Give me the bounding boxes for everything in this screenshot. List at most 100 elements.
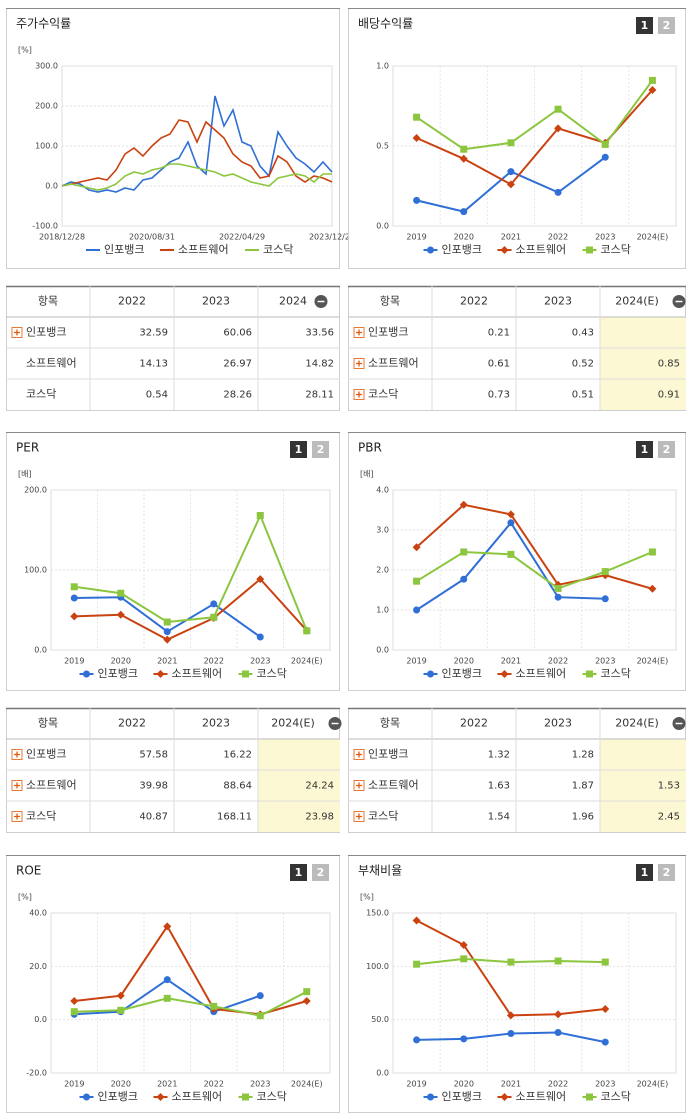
x-tick-label: 2021 — [501, 1080, 521, 1089]
page-button-label[interactable]: 2 — [663, 443, 671, 456]
table: 항목 2022 2023 2024 인포뱅크 32.59 60.06 33.56 소프트웨어 14… — [6, 285, 340, 411]
header-cell: 항목 — [38, 295, 58, 308]
value-cell: 0.91 — [658, 390, 680, 401]
legend-label: 인포뱅크 — [442, 1090, 482, 1103]
legend-label: 코스닥 — [601, 667, 631, 680]
series-line — [61, 163, 332, 191]
page-button[interactable] — [636, 441, 653, 458]
point — [601, 140, 609, 148]
point — [507, 168, 515, 176]
page-button[interactable] — [290, 441, 307, 458]
page-button[interactable] — [312, 441, 329, 458]
table: 항목 2022 2023 2024(E) 인포뱅크 1.32 1.28 소프트웨어 1.63 1.… — [348, 707, 686, 833]
expand-icon[interactable] — [356, 391, 362, 398]
expand-icon[interactable] — [356, 782, 362, 789]
point — [70, 594, 78, 602]
point — [601, 1005, 610, 1013]
table: 항목 2022 2023 2024(E) 인포뱅크 57.58 16.22 소프트웨어 39.9… — [6, 707, 342, 833]
y-tick-label: 0.5 — [376, 142, 389, 151]
y-tick-label: 150.0 — [366, 909, 389, 918]
page-button[interactable] — [636, 17, 653, 34]
page-button-label[interactable]: 1 — [641, 866, 649, 879]
panel-frame — [6, 432, 340, 691]
page-button[interactable] — [658, 441, 675, 458]
page-button[interactable] — [312, 864, 329, 881]
point — [648, 76, 656, 84]
x-tick-label: 2019 — [64, 657, 84, 666]
expand-icon[interactable] — [356, 751, 362, 758]
x-tick-label: 2023/12/28 — [309, 233, 355, 242]
expand-icon[interactable] — [14, 751, 20, 758]
page-button-label[interactable]: 2 — [663, 19, 671, 32]
page-button-label[interactable]: 1 — [295, 866, 303, 879]
x-tick-label: 2023 — [250, 657, 270, 666]
x-tick-label: 2021 — [501, 233, 521, 242]
point — [427, 670, 434, 678]
point — [460, 208, 468, 216]
series-line — [61, 119, 333, 187]
row-label: 소프트웨어 — [26, 357, 77, 370]
value-cell: 0.61 — [488, 359, 510, 370]
expand-icon[interactable] — [14, 329, 20, 336]
header-cell: 2024(E) — [615, 295, 659, 308]
value-cell: 23.98 — [305, 812, 334, 823]
point — [460, 548, 468, 556]
expand-icon[interactable] — [356, 360, 362, 367]
series-line — [415, 503, 653, 590]
x-tick-label: 2023 — [595, 233, 615, 242]
chart-panel: PER 1 2 [배] 0.0 100.0 200.0 2019 2020 2021 2022 202… — [6, 432, 340, 691]
page-button[interactable] — [636, 864, 653, 881]
y-unit: [%] — [18, 893, 32, 902]
point — [601, 153, 609, 161]
row-label: 소프트웨어 — [368, 779, 419, 792]
header-cell: 2023 — [202, 717, 230, 730]
expand-icon[interactable] — [356, 813, 362, 820]
row-label: 인포뱅크 — [368, 748, 408, 761]
page-button-label[interactable]: 1 — [295, 443, 303, 456]
page-button[interactable] — [290, 864, 307, 881]
page-button-label[interactable]: 2 — [663, 866, 671, 879]
point — [210, 600, 218, 608]
page-button-label[interactable]: 2 — [317, 443, 325, 456]
chart-title: 부채비율 — [358, 864, 402, 878]
x-tick-label: 2024(E) — [291, 1080, 323, 1089]
value-cell: 1.53 — [658, 781, 680, 792]
x-tick-label: 2022 — [548, 233, 568, 242]
expand-icon[interactable] — [356, 329, 362, 336]
point — [427, 246, 434, 254]
y-tick-label: 0.0 — [376, 1069, 389, 1078]
value-cell: 0.21 — [488, 328, 510, 339]
header-cell: 2022 — [118, 295, 146, 308]
point — [506, 1011, 515, 1020]
value-cell: 1.32 — [488, 750, 510, 761]
x-tick-label: 2019 — [406, 1080, 426, 1089]
row-label: 인포뱅크 — [368, 326, 408, 339]
point — [648, 86, 657, 94]
header-cell: 2024 — [279, 295, 307, 308]
x-tick-label: 2019 — [406, 233, 426, 242]
expand-icon[interactable] — [14, 782, 20, 789]
page-button-label[interactable]: 1 — [641, 19, 649, 32]
y-tick-label: 200.0 — [24, 486, 47, 495]
value-cell: 28.11 — [305, 390, 334, 401]
page-button-label[interactable]: 1 — [641, 443, 649, 456]
x-tick-label: 2019 — [406, 657, 426, 666]
point — [412, 916, 421, 925]
series-line — [74, 512, 308, 632]
point — [242, 1093, 249, 1101]
value-cell: 0.73 — [488, 390, 510, 401]
panel-frame — [348, 432, 686, 691]
page-button[interactable] — [658, 17, 675, 34]
page-button-label[interactable]: 2 — [317, 866, 325, 879]
expand-icon[interactable] — [14, 813, 20, 820]
x-tick-label: 2018/12/28 — [39, 233, 85, 242]
point — [554, 1028, 562, 1036]
page-button[interactable] — [658, 864, 675, 881]
x-tick-label: 2022 — [548, 657, 568, 666]
x-tick-label: 2022 — [204, 657, 224, 666]
point — [163, 976, 171, 984]
y-tick-label: -100.0 — [32, 222, 58, 231]
value-cell: 14.13 — [139, 359, 168, 370]
point — [163, 628, 171, 636]
legend-label: 인포뱅크 — [98, 1090, 138, 1103]
